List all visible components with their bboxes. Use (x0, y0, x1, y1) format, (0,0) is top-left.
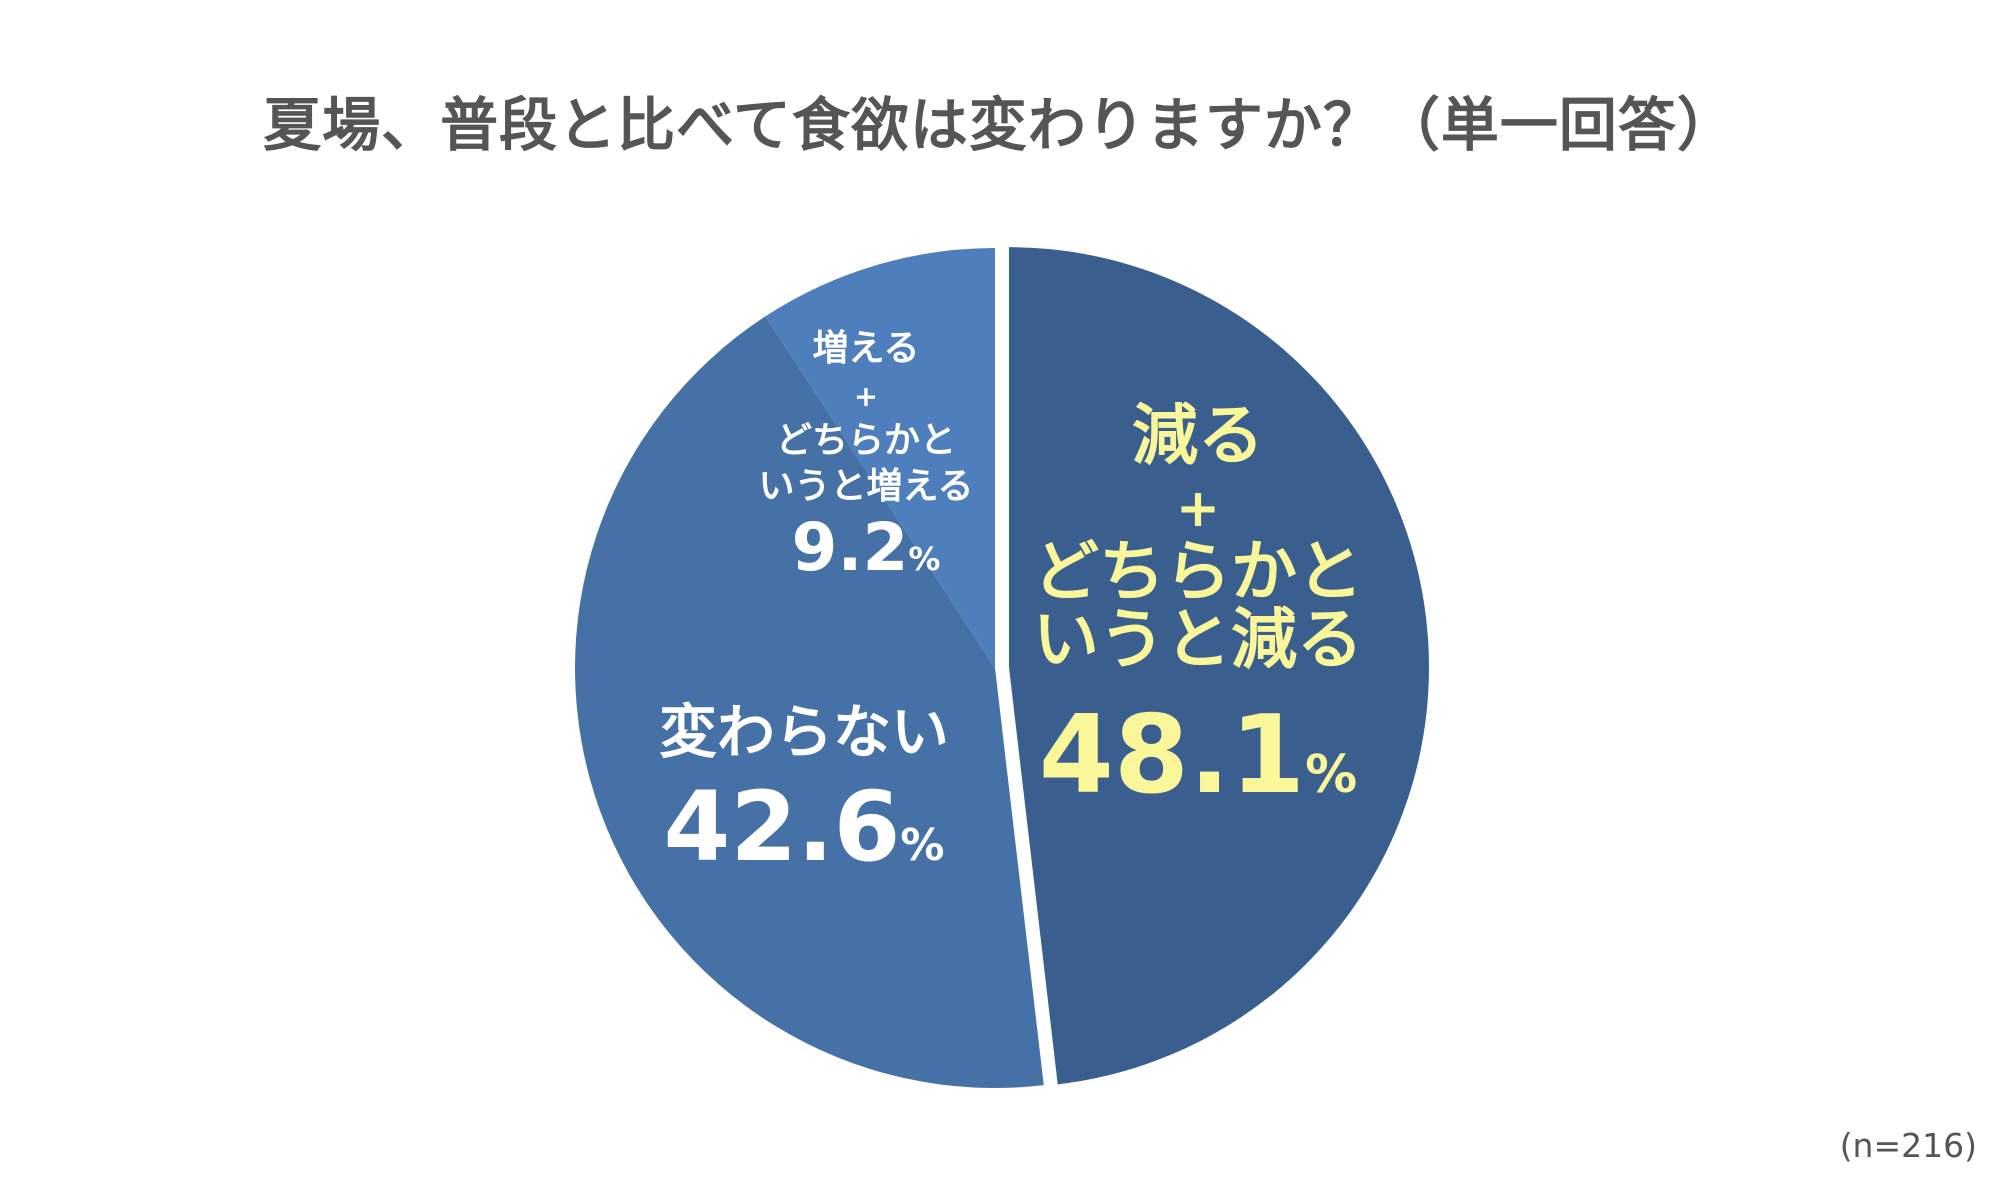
slice-label-line: どちらかと (776, 420, 956, 461)
pie-slice-2 (765, 248, 995, 668)
slice-label-line: いうと増える (759, 466, 974, 507)
slice-label-line: 変わらない (659, 698, 949, 766)
slice-value-label: 48.1% (1039, 693, 1358, 818)
slice-label-line: 増える (813, 328, 920, 369)
slice-label-line: いうと減る (1033, 601, 1363, 678)
slice-value-label: 42.6% (664, 771, 945, 883)
pie-slice-0 (1008, 247, 1429, 1085)
pie-slice-1 (574, 316, 1044, 1088)
slice-label-line: どちらかと (1033, 533, 1363, 610)
chart-title: 夏場、普段と比べて食欲は変わりますか？（単一回答） (263, 91, 1736, 159)
slice-label-line: + (854, 379, 878, 413)
slice-label-line: 減る (1132, 397, 1264, 474)
slice-value-label: 9.2% (792, 509, 941, 586)
sample-size-note: (n=216) (1839, 1126, 1977, 1165)
slice-label-line: + (1176, 478, 1220, 539)
